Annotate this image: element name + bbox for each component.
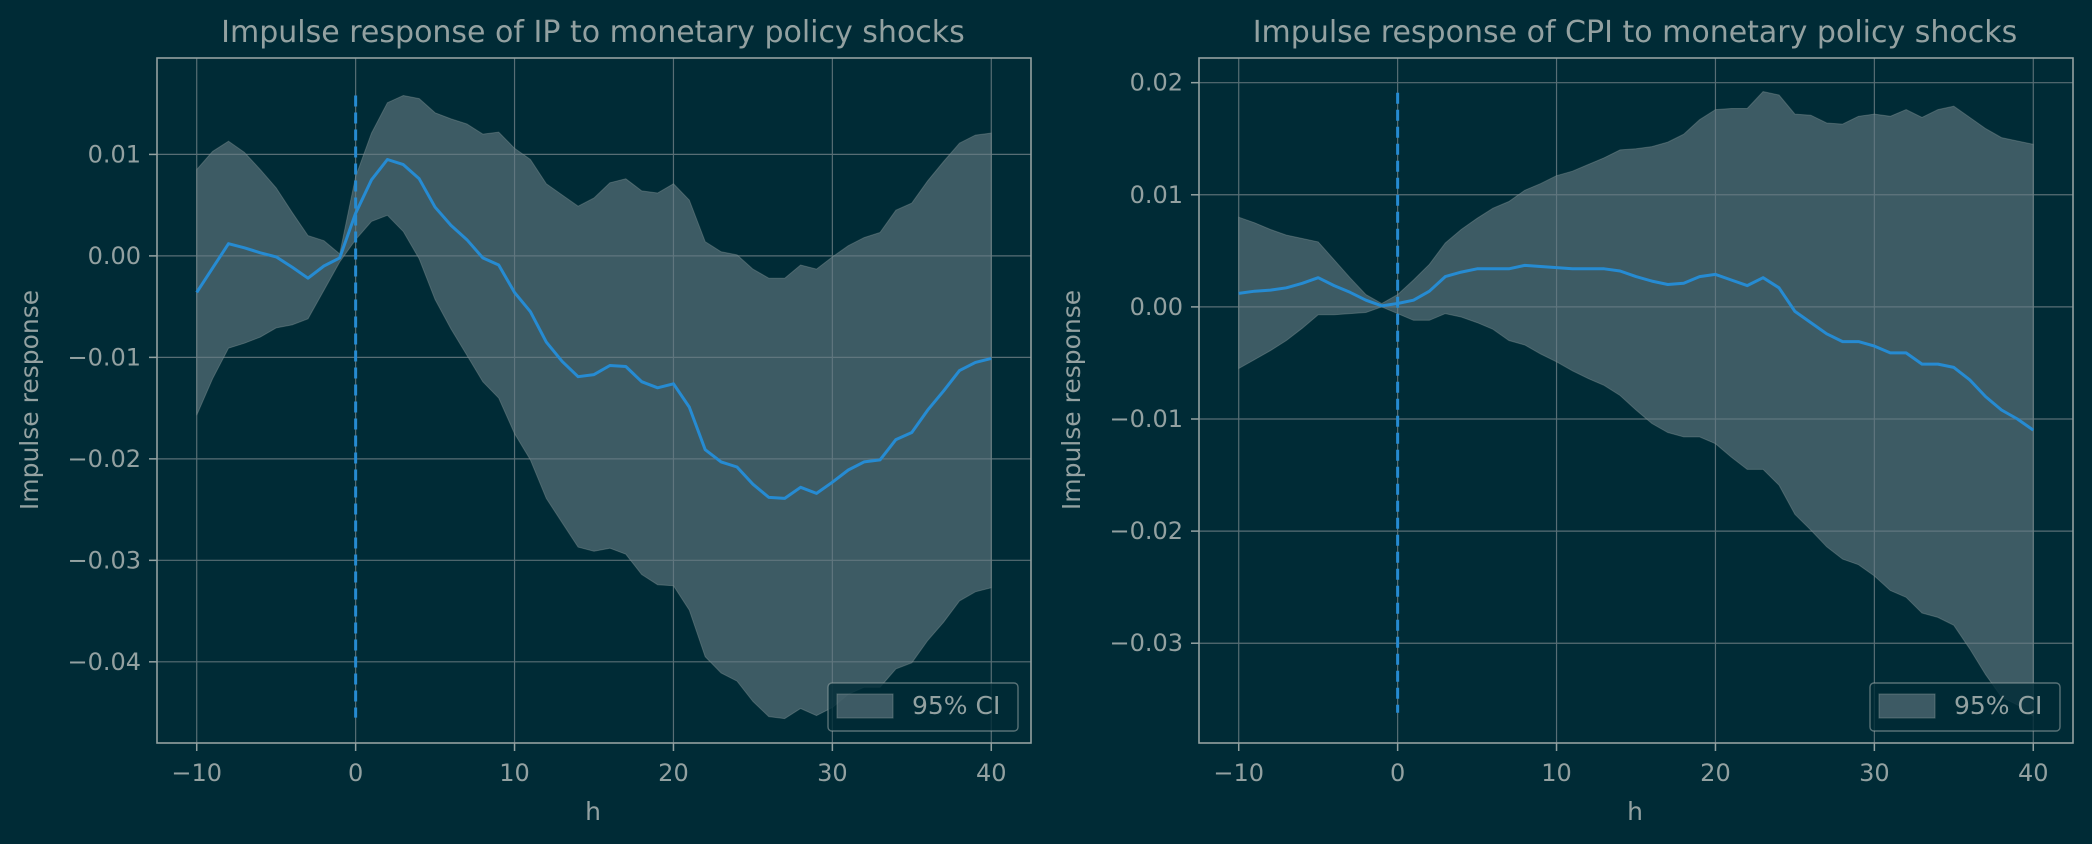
legend-ci-swatch xyxy=(1878,693,1936,719)
plot-frame xyxy=(156,57,1032,744)
y-axis-label: Impulse response xyxy=(15,290,44,510)
x-tick-label: −10 xyxy=(1213,759,1264,787)
ci-band xyxy=(196,94,992,720)
x-tick-label: 30 xyxy=(817,759,848,787)
legend: 95% CI xyxy=(827,682,1019,732)
x-tick-label: 20 xyxy=(1700,759,1731,787)
irf-line xyxy=(1238,263,2035,432)
y-tick-label: −0.03 xyxy=(1109,629,1183,657)
y-tick-label: 0.00 xyxy=(1130,293,1183,321)
x-tick-label: 10 xyxy=(499,759,530,787)
x-tick-label: 10 xyxy=(1541,759,1572,787)
y-axis-label: Impulse response xyxy=(1057,290,1086,510)
plot-frame xyxy=(1198,57,2074,744)
x-ticks: −10 0 10 20 30 40 xyxy=(1213,743,2049,787)
y-tick-label: −0.03 xyxy=(67,546,141,574)
y-tick-label: 0.01 xyxy=(88,140,141,168)
y-tick-label: −0.02 xyxy=(67,445,141,473)
x-axis-label: h xyxy=(585,797,601,826)
y-ticks: 0.02 0.01 0.00 −0.01 −0.02 −0.03 xyxy=(1109,69,1199,657)
y-tick-label: −0.04 xyxy=(67,648,141,676)
y-tick-label: 0.01 xyxy=(1130,181,1183,209)
irf-line xyxy=(195,158,992,500)
x-tick-label: 40 xyxy=(976,759,1007,787)
y-tick-label: −0.01 xyxy=(1109,405,1183,433)
legend-ci-label: 95% CI xyxy=(912,691,1000,720)
x-tick-label: 0 xyxy=(1390,759,1405,787)
x-tick-label: 40 xyxy=(2018,759,2049,787)
plot-content xyxy=(195,94,992,720)
x-tick-label: 20 xyxy=(658,759,689,787)
y-tick-label: −0.01 xyxy=(67,343,141,371)
y-ticks: 0.01 0.00 −0.01 −0.02 −0.03 −0.04 xyxy=(67,140,157,676)
x-tick-label: 0 xyxy=(348,759,363,787)
cpi-response-chart: Impulse response of CPI to monetary poli… xyxy=(1057,15,2074,826)
y-tick-label: 0.00 xyxy=(88,242,141,270)
legend: 95% CI xyxy=(1869,682,2061,732)
chart-title: Impulse response of CPI to monetary poli… xyxy=(1253,15,2018,50)
x-ticks: −10 0 10 20 30 40 xyxy=(171,743,1007,787)
y-tick-label: −0.02 xyxy=(1109,517,1183,545)
x-axis-label: h xyxy=(1627,797,1643,826)
chart-title: Impulse response of IP to monetary polic… xyxy=(221,15,965,50)
legend-ci-swatch xyxy=(836,693,894,719)
y-tick-label: 0.02 xyxy=(1130,69,1183,97)
legend-ci-label: 95% CI xyxy=(1954,691,2042,720)
plot-content xyxy=(1238,91,2035,718)
ip-response-chart: Impulse response of IP to monetary polic… xyxy=(15,15,1032,826)
x-tick-label: −10 xyxy=(171,759,222,787)
x-tick-label: 30 xyxy=(1859,759,1890,787)
